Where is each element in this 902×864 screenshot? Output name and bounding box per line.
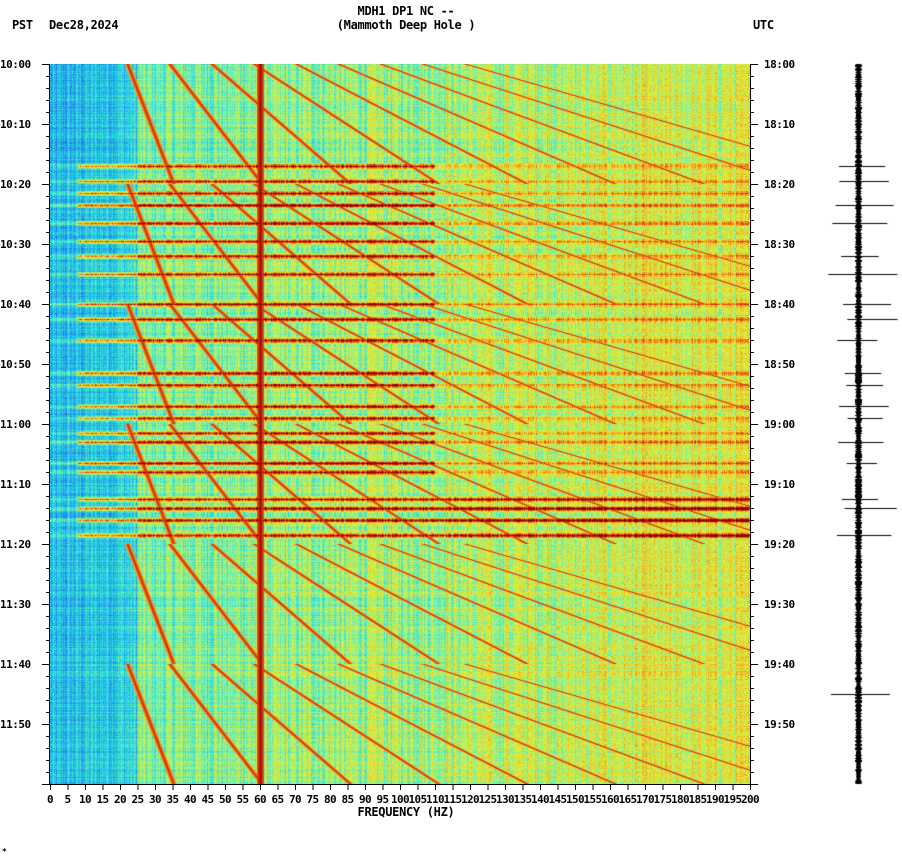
x-tick-label: 15 [96,793,110,806]
y-tick-label-right: 19:30 [764,598,795,611]
x-tick-label: 85 [341,793,355,806]
y-tick-label-right: 18:10 [764,118,795,131]
y-tick-label-right: 19:40 [764,658,795,671]
x-tick-label: 75 [306,793,320,806]
x-tick-label: 180 [671,793,690,806]
x-tick-label: 100 [391,793,410,806]
x-tick-label: 20 [114,793,127,806]
x-tick-label: 25 [131,793,145,806]
y-tick-label-left: 11:50 [0,718,31,731]
chart-title-site: (Mammoth Deep Hole ) [336,18,476,32]
x-tick-label: 140 [531,793,550,806]
x-tick-label: 90 [359,793,372,806]
seismogram-trace [826,62,902,786]
x-tick-label: 60 [254,793,267,806]
right-timezone-label: UTC [753,18,774,32]
x-tick-label: 50 [219,793,232,806]
y-tick-label-right: 18:40 [764,298,795,311]
x-tick-label: 190 [706,793,725,806]
y-tick-label-left: 11:40 [0,658,31,671]
x-tick-label: 115 [443,793,463,806]
x-tick-label: 0 [47,793,54,806]
y-tick-label-left: 10:50 [0,358,31,371]
x-tick-label: 165 [618,793,638,806]
x-tick-label: 70 [289,793,302,806]
y-tick-label-left: 10:30 [0,238,31,251]
x-tick-label: 155 [583,793,603,806]
x-tick-label: 150 [566,793,585,806]
y-tick-label-right: 18:00 [764,58,795,71]
y-tick-label-right: 19:20 [764,538,795,551]
y-tick-label-right: 19:00 [764,418,795,431]
y-tick-label-left: 10:40 [0,298,31,311]
corner-mark: * [2,847,7,856]
x-tick-label: 65 [271,793,285,806]
x-tick-label: 45 [201,793,215,806]
x-tick-label: 185 [688,793,708,806]
spectrogram-plot [50,64,750,784]
x-tick-label: 125 [478,793,498,806]
y-tick-label-right: 19:50 [764,718,795,731]
date-label: Dec28,2024 [49,18,119,32]
x-tick-label: 170 [636,793,655,806]
x-tick-label: 55 [236,793,250,806]
y-tick-label-left: 11:30 [0,598,31,611]
x-tick-label: 120 [461,793,480,806]
x-tick-label: 105 [408,793,428,806]
y-tick-label-left: 10:00 [0,58,31,71]
x-tick-label: 130 [496,793,515,806]
y-tick-label-right: 18:20 [764,178,795,191]
y-tick-label-right: 18:50 [764,358,795,371]
y-tick-label-left: 10:20 [0,178,31,191]
y-tick-label-left: 11:10 [0,478,31,491]
x-tick-label: 40 [184,793,197,806]
x-tick-label: 135 [513,793,533,806]
x-tick-label: 5 [64,793,72,806]
chart-title-station: MDH1 DP1 NC -- [357,4,455,18]
left-timezone-label: PST [12,18,33,32]
x-tick-label: 110 [426,793,445,806]
x-axis-title: FREQUENCY (HZ) [357,805,455,819]
x-tick-label: 200 [741,793,760,806]
y-tick-label-left: 11:00 [0,418,31,431]
y-tick-label-left: 10:10 [0,118,31,131]
x-tick-label: 95 [376,793,390,806]
x-tick-label: 30 [149,793,162,806]
x-tick-label: 10 [79,793,92,806]
y-tick-label-left: 11:20 [0,538,31,551]
x-tick-label: 195 [723,793,743,806]
x-tick-label: 175 [653,793,673,806]
x-tick-label: 160 [601,793,620,806]
x-tick-label: 80 [324,793,337,806]
y-tick-label-right: 18:30 [764,238,795,251]
x-tick-label: 145 [548,793,568,806]
y-tick-label-right: 19:10 [764,478,795,491]
x-tick-label: 35 [166,793,180,806]
